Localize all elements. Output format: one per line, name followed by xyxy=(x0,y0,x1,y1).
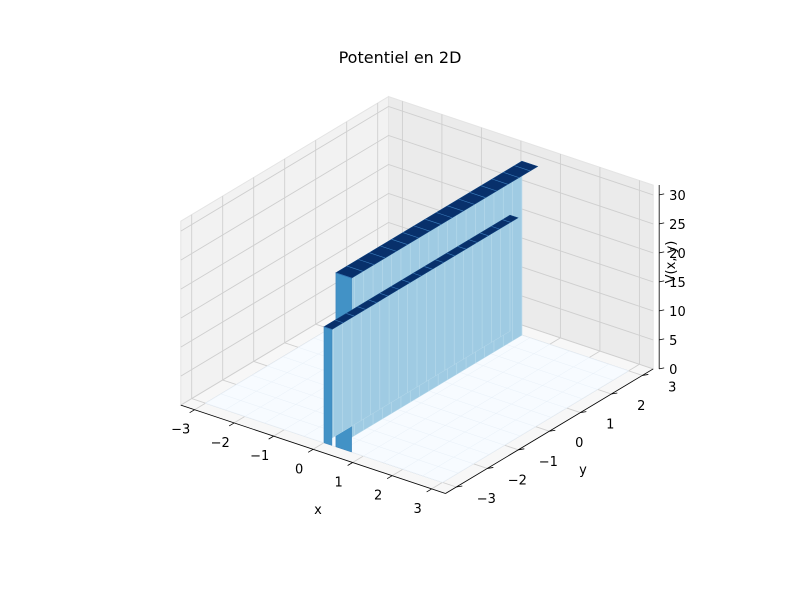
x-tick-label: −1 xyxy=(250,449,269,464)
x-axis-label: x xyxy=(314,503,322,518)
y-tick xyxy=(549,429,556,432)
barrier-top-mesh xyxy=(436,212,453,219)
barrier-top-mesh xyxy=(480,232,489,236)
barrier-top-mesh xyxy=(358,259,375,265)
chart-title: Potentiel en 2D xyxy=(338,48,462,67)
x-tick-label: 1 xyxy=(335,476,343,491)
barrier-top-mesh xyxy=(469,192,486,198)
y-axis-label: y xyxy=(579,463,587,478)
z-tick xyxy=(659,193,665,196)
z-tick xyxy=(659,222,665,225)
y-tick xyxy=(456,485,463,488)
z-tick-label: 10 xyxy=(669,305,686,320)
z-tick xyxy=(659,338,665,341)
barrier-top-mesh xyxy=(402,279,411,283)
x-tick-label: 2 xyxy=(374,489,382,504)
barrier-top-mesh xyxy=(390,286,399,290)
barrier-top-mesh xyxy=(369,252,386,259)
grid-line-z xyxy=(180,106,654,232)
surface-mesh-line xyxy=(442,370,629,483)
barrier-top-mesh xyxy=(391,238,408,245)
x-tick-label: 3 xyxy=(414,502,422,517)
z-tick xyxy=(659,280,665,283)
barrier-top-mesh xyxy=(413,272,422,277)
barrier-top-mesh xyxy=(458,198,475,205)
y-tick-label: −1 xyxy=(539,455,558,470)
barrier-top-mesh xyxy=(425,218,442,225)
grid-line-z xyxy=(180,193,654,319)
surface xyxy=(204,160,630,483)
x-tick-label: −3 xyxy=(171,423,190,438)
z-axis-label: V(x, y) xyxy=(664,241,679,284)
z-tick-label: 5 xyxy=(669,334,677,349)
z-tick-label: 25 xyxy=(669,218,686,233)
y-tick xyxy=(642,374,649,376)
y-tick-label: −3 xyxy=(477,492,496,507)
z-tick-label: 15 xyxy=(669,276,686,291)
grid-line-z xyxy=(180,222,654,348)
barrier-top-mesh xyxy=(413,225,430,232)
barrier-top-mesh xyxy=(502,219,511,223)
z-tick-label: 30 xyxy=(669,189,686,204)
x-tick-label: −2 xyxy=(211,436,230,451)
x-tick xyxy=(386,475,393,480)
barrier-top-mesh xyxy=(424,266,433,270)
y-tick-label: −2 xyxy=(508,473,527,488)
y-tick xyxy=(487,467,494,469)
y-tick xyxy=(580,411,587,414)
barrier-top-mesh xyxy=(446,252,455,257)
barrier-top-mesh xyxy=(380,245,397,252)
x-tick xyxy=(347,462,353,466)
barrier-top-mesh xyxy=(447,205,464,212)
x-tick xyxy=(189,409,195,414)
x-tick xyxy=(228,422,235,427)
y-tick xyxy=(518,448,525,451)
y-tick-label: 0 xyxy=(575,436,583,451)
y-tick-label: 2 xyxy=(637,399,645,414)
barrier-top-mesh xyxy=(335,319,344,324)
barrier-top-mesh xyxy=(491,178,508,185)
barrier-top-mesh xyxy=(357,306,366,310)
y-tick-label: 1 xyxy=(606,418,614,433)
barrier-top-mesh xyxy=(323,326,332,330)
x-tick xyxy=(268,435,274,440)
z-tick-label: 0 xyxy=(669,363,677,378)
z-tick-label: 20 xyxy=(669,247,686,262)
barrier-top-mesh xyxy=(480,185,497,192)
barrier-top-mesh xyxy=(503,172,520,178)
z-tick xyxy=(659,367,665,370)
barrier-top-mesh xyxy=(468,239,478,243)
barrier-top-mesh xyxy=(435,259,444,263)
x-tick-label: 0 xyxy=(295,462,303,477)
barrier-top-mesh xyxy=(346,313,355,317)
barrier-top-mesh xyxy=(514,165,531,172)
x-tick xyxy=(307,448,314,453)
grid-line-z xyxy=(180,135,654,261)
barrier-top-mesh xyxy=(491,226,500,230)
barrier-side xyxy=(323,326,333,446)
surface-mesh-line xyxy=(422,363,609,477)
y-tick xyxy=(611,392,618,395)
barrier-top-mesh xyxy=(402,232,419,239)
barrier-top-mesh xyxy=(346,265,363,272)
z-tick xyxy=(659,309,665,312)
barrier-top-mesh xyxy=(335,272,352,279)
z-tick xyxy=(659,251,665,254)
grid-line-z xyxy=(180,164,654,290)
barrier-top-mesh xyxy=(368,299,377,303)
x-tick xyxy=(426,488,432,493)
barrier-top-mesh xyxy=(457,246,466,250)
y-tick-label: 3 xyxy=(668,380,676,395)
barrier-top-mesh xyxy=(379,293,388,297)
